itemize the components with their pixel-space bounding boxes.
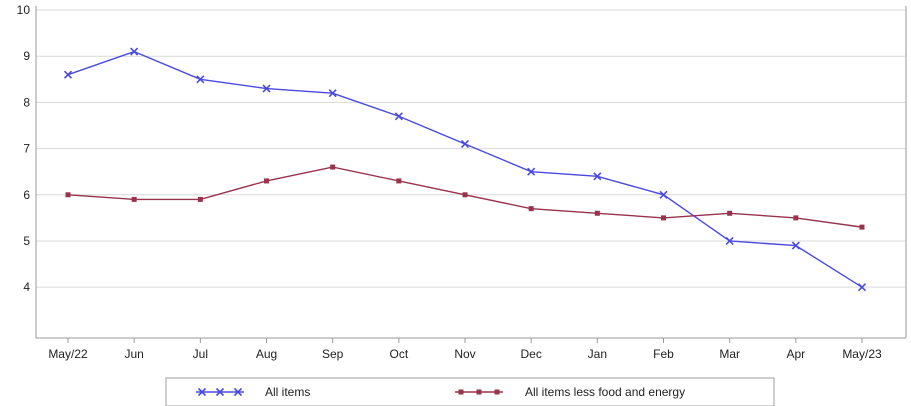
data-point [462,192,468,198]
x-tick-label: Dec [520,347,541,361]
y-tick-label: 5 [23,234,30,248]
data-point [262,84,271,93]
x-tick-label: Nov [454,347,475,361]
axes-layer: 4 5 6 7 8 9 10 May/22 Jun Jul Aug Sep Oct Nov Dec Jan Fe… [17,3,907,361]
data-point [793,215,799,221]
data-point [130,47,139,56]
y-tick-label: 6 [23,188,30,202]
series-2 [65,164,865,230]
series-1 [63,47,867,292]
legend-swatch-marker [476,389,482,395]
legend-swatch-marker [215,387,225,397]
data-point [197,196,203,202]
legend-swatch-marker [494,389,500,395]
data-point [857,283,867,292]
data-point [528,206,534,212]
data-point [63,70,73,79]
series-line [67,50,863,288]
data-point [725,236,734,246]
data-point [661,215,666,221]
data-point [264,178,269,184]
x-tick-label: Jul [193,347,208,361]
series-layer [63,47,867,292]
data-point [727,210,733,216]
data-point [65,192,71,198]
grid-layer [36,9,906,288]
legend-item-2: All items less food and energy [455,385,685,399]
legend-item-1: All items [196,385,310,399]
x-tick-label: May/22 [48,347,88,361]
x-tick-label: Feb [653,347,674,361]
data-point [791,241,800,250]
x-tick-label: Aug [256,347,277,361]
data-point [396,178,402,184]
x-tick-label: Oct [389,347,408,361]
data-point [527,167,536,176]
legend-swatch-marker [233,387,243,397]
data-point [460,139,470,149]
x-tick-label: Mar [719,347,740,361]
y-tick-label: 8 [23,95,30,109]
data-point [659,190,668,199]
data-point [330,164,336,170]
legend-label: All items less food and energy [525,385,685,399]
legend-label: All items [265,385,310,399]
y-tick-label: 10 [17,3,31,17]
x-tick-label: Jan [588,347,607,361]
x-tick-label: Apr [786,347,805,361]
y-tick-label: 9 [23,49,30,63]
data-point [394,112,403,121]
legend: All items All items less food and energy [165,377,775,406]
y-tick-label: 7 [23,142,30,156]
legend-swatch-marker [197,387,207,397]
data-point [196,75,205,84]
legend-swatch-marker [458,389,464,395]
x-tick-label: May/23 [842,347,882,361]
x-tick-label: Jun [124,347,143,361]
data-point [859,224,865,230]
data-point [131,196,137,202]
data-point [594,210,600,216]
y-tick-label: 4 [23,280,30,294]
data-point [593,172,602,181]
data-point [328,89,337,98]
x-tick-label: Sep [322,347,344,361]
